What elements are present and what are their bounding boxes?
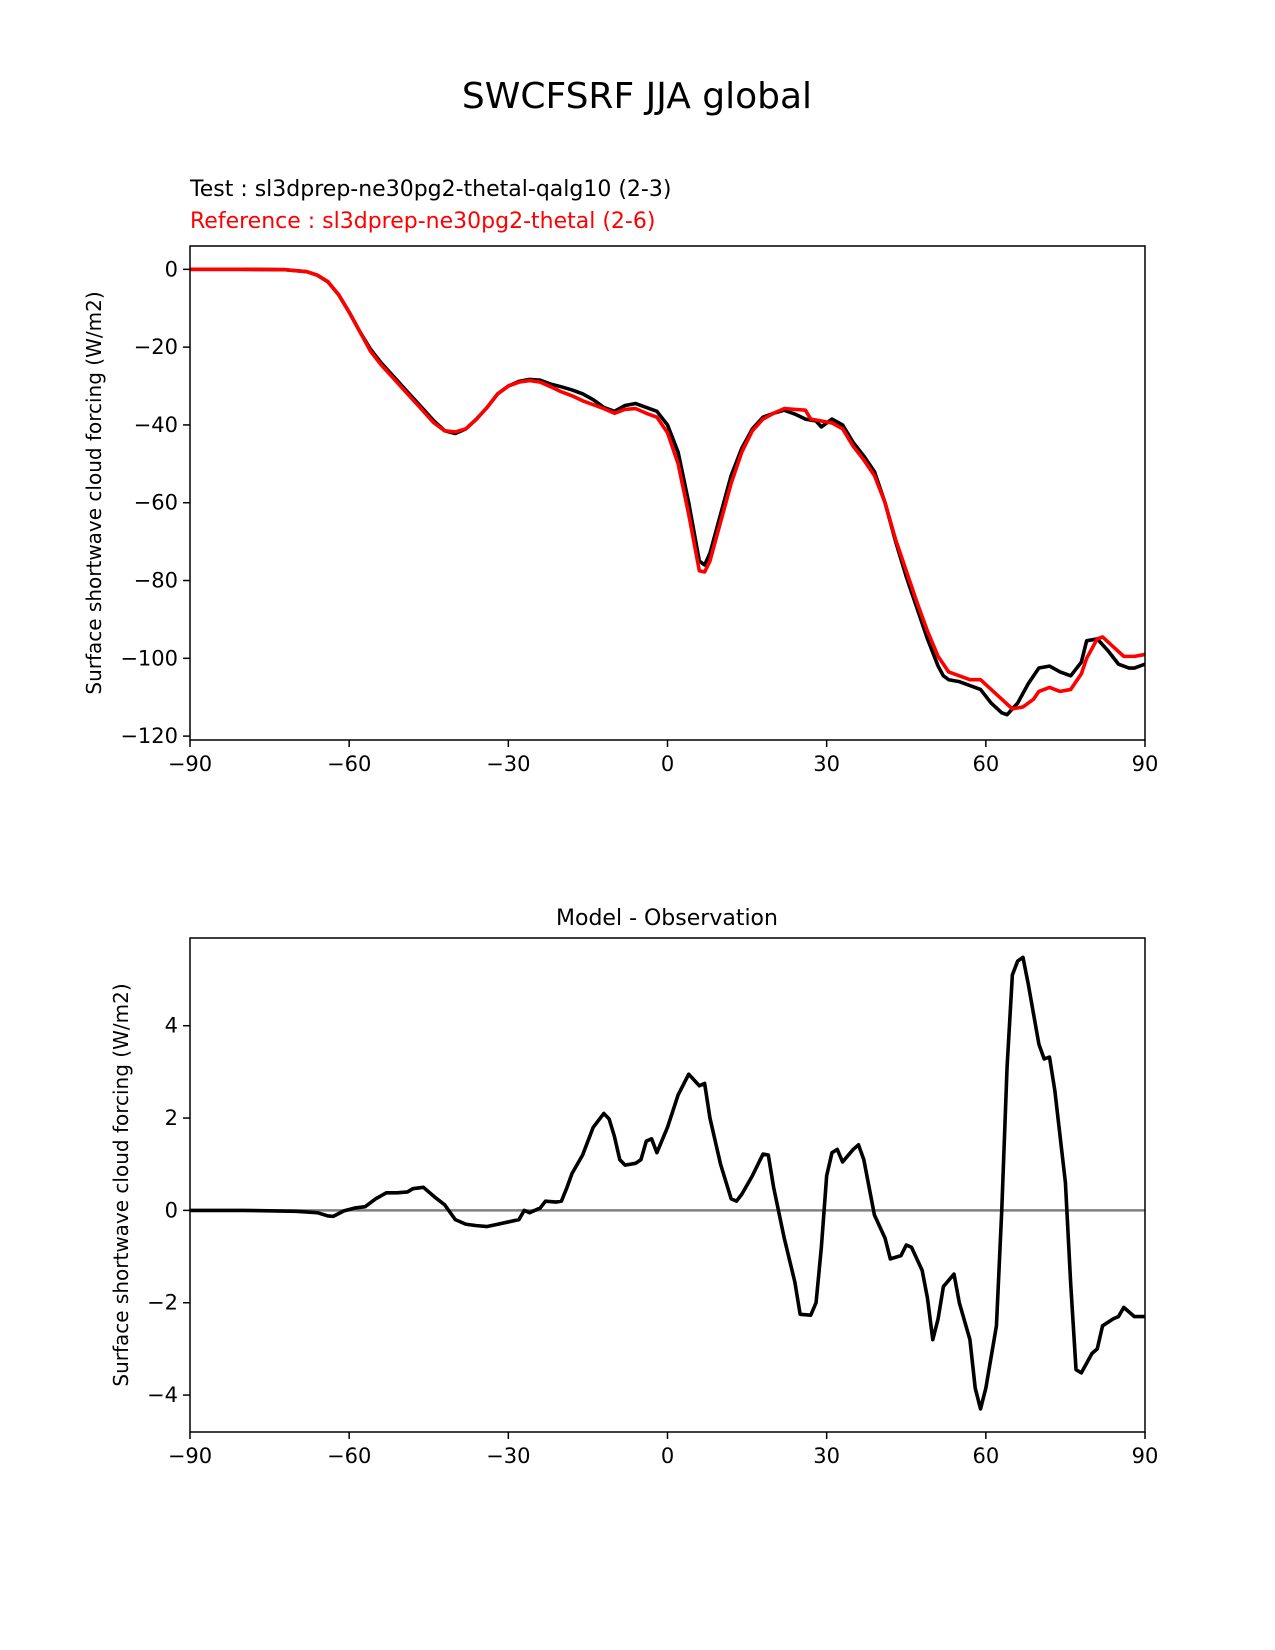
top-ytick-label: −100 <box>120 646 178 670</box>
top-axes-frame <box>189 245 1146 741</box>
top-xtick-label: −90 <box>168 752 212 776</box>
top-series-line-1 <box>190 267 1146 711</box>
top-xtick-label: 30 <box>813 752 840 776</box>
bottom-xtick-label: −90 <box>168 1444 212 1468</box>
top-ytick-label: −40 <box>134 413 178 437</box>
bottom-ytick-label: 4 <box>165 1014 178 1038</box>
top-ytick-label: −20 <box>134 335 178 359</box>
bottom-panel: Model - Observation −90 −60 −30 0 30 60 90420−… <box>109 906 1158 1468</box>
bottom-xtick-label: 0 <box>661 1444 674 1468</box>
top-xtick-label: −30 <box>486 752 530 776</box>
test-label: Test : sl3dprep-ne30pg2-thetal-qalg10 (2… <box>189 177 671 202</box>
bottom-xtick-label: 90 <box>1132 1444 1159 1468</box>
bottom-xtick-label: −30 <box>486 1444 530 1468</box>
bottom-ytick-label: 0 <box>165 1198 178 1222</box>
bottom-series-line-0 <box>190 955 1145 1411</box>
top-ytick-label: 0 <box>165 257 178 281</box>
bottom-axes-ticks: −90 −60 −30 0 30 60 90 4 2 0 −2 −4 <box>147 1014 1158 1468</box>
bottom-plot-lines <box>190 955 1145 1411</box>
top-ylabel: Surface shortwave cloud forcing (W/m2) <box>82 291 106 694</box>
bottom-xtick-label: 60 <box>972 1444 999 1468</box>
top-xtick-label: 60 <box>972 752 999 776</box>
top-ytick-label: −80 <box>134 569 178 593</box>
top-ytick-label: −60 <box>134 491 178 515</box>
bottom-ylabel: Surface shortwave cloud forcing (W/m2) <box>109 983 133 1386</box>
top-xtick-label: 90 <box>1132 752 1159 776</box>
figure-title: SWCFSRF JJA global <box>462 76 812 117</box>
reference-label: Reference : sl3dprep-ne30pg2-thetal (2-6… <box>190 209 655 234</box>
top-xtick-label: 0 <box>661 752 674 776</box>
bottom-ytick-label: 2 <box>165 1106 178 1130</box>
bottom-axes-frame <box>189 937 1146 1433</box>
bottom-ytick-label: −4 <box>147 1383 178 1407</box>
top-ytick-label: −120 <box>120 724 178 748</box>
top-panel: Test : sl3dprep-ne30pg2-thetal-qalg10 (2… <box>82 177 1158 776</box>
bottom-title: Model - Observation <box>556 906 778 931</box>
top-xtick-label: −60 <box>327 752 371 776</box>
bottom-xtick-label: −60 <box>327 1444 371 1468</box>
bottom-xtick-label: 30 <box>813 1444 840 1468</box>
top-axes-ticks: −90 −60 −30 0 30 60 90 0 −20 −40 −60 −80 −100 −120 <box>120 257 1158 776</box>
top-plot-lines <box>190 267 1146 717</box>
bottom-ytick-label: −2 <box>147 1291 178 1315</box>
